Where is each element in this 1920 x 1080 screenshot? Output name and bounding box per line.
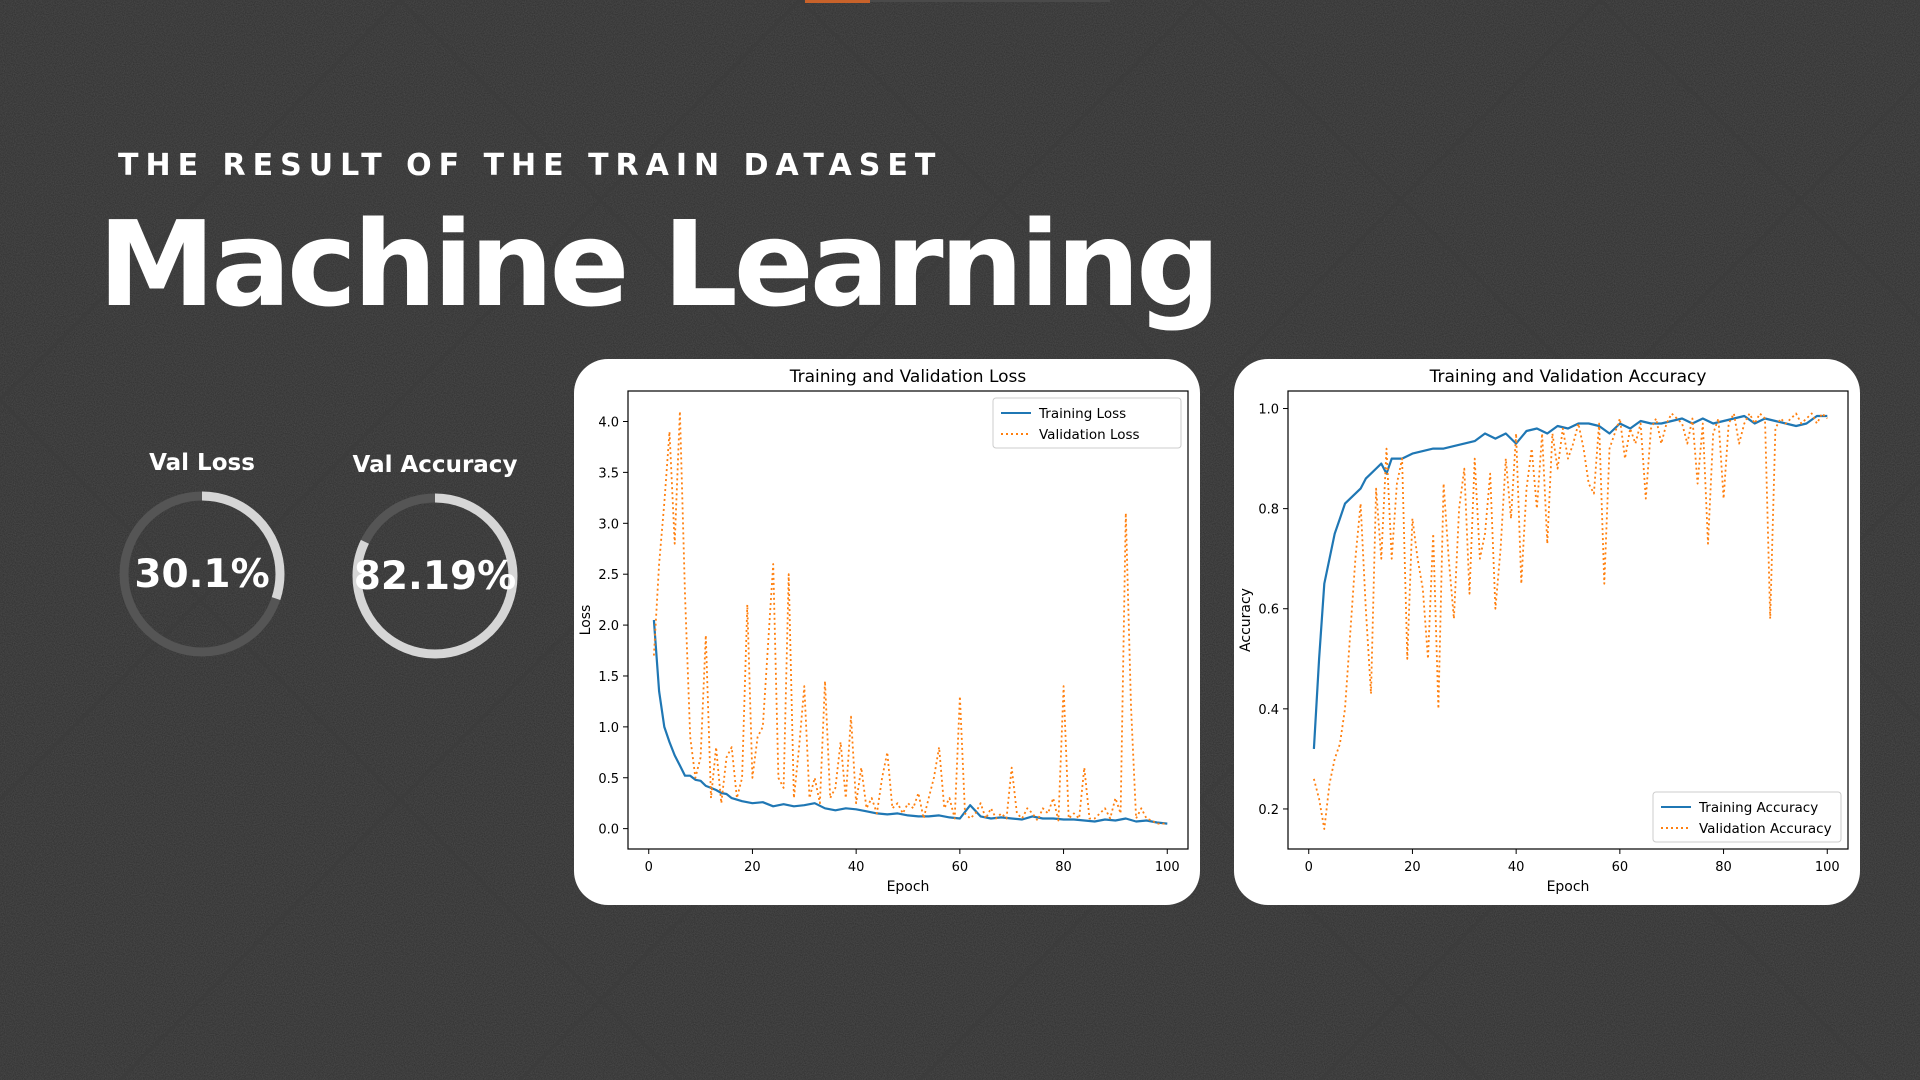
y-tick-label: 0.2	[1258, 803, 1279, 818]
y-tick-label: 1.5	[598, 670, 619, 685]
x-axis-label: Epoch	[887, 879, 930, 895]
top-divider-bar	[870, 0, 1110, 2]
x-tick-label: 40	[1508, 860, 1525, 875]
x-tick-label: 80	[1055, 860, 1072, 875]
y-tick-label: 1.0	[1258, 403, 1279, 418]
chart-title: Training and Validation Accuracy	[1429, 367, 1707, 387]
kpi-label: Val Loss	[149, 450, 255, 476]
plot-frame	[627, 390, 1189, 850]
series-line-validation	[653, 410, 1168, 825]
accuracy-chart-card: Training and Validation Accuracy 0 20 40 60 8…	[1234, 359, 1860, 905]
legend-label: Training Accuracy	[1698, 800, 1818, 816]
kpi-label: Val Accuracy	[352, 452, 518, 478]
x-tick-label: 20	[1404, 860, 1421, 875]
loss-chart-card: Training and Validation Loss 0 20 40 60 80 100…	[574, 359, 1200, 905]
kpi-value: 30.1%	[134, 551, 270, 597]
plot-frame	[1287, 390, 1849, 850]
legend-label: Validation Loss	[1039, 427, 1140, 443]
y-tick-label: 1.0	[598, 721, 619, 736]
ring-fill	[352, 493, 518, 659]
legend-box	[992, 397, 1182, 449]
y-tick-label: 3.5	[598, 466, 619, 481]
legend-label: Validation Accuracy	[1699, 821, 1832, 837]
ring-graphic	[119, 491, 285, 657]
x-tick-label: 100	[1155, 860, 1180, 875]
chart-title: Training and Validation Loss	[789, 367, 1027, 387]
ring-fill	[119, 491, 285, 657]
y-axis-label: Loss	[578, 605, 594, 636]
x-axis-label: Epoch	[1547, 879, 1590, 895]
y-tick-label: 2.0	[598, 619, 619, 634]
accuracy-chart: Training and Validation Accuracy 0 20 40 60 8…	[1238, 367, 1849, 895]
y-tick-label: 0.8	[1258, 503, 1279, 518]
kpi-val-accuracy: Val Accuracy 82.19%	[335, 452, 535, 662]
x-tick-label: 60	[952, 860, 969, 875]
y-tick-label: 4.0	[598, 416, 619, 431]
progress-ring: 30.1%	[116, 488, 288, 660]
kpi-value: 82.19%	[353, 553, 517, 599]
ring-graphic	[352, 493, 518, 659]
legend-box	[1652, 791, 1842, 843]
x-tick-label: 60	[1612, 860, 1629, 875]
x-tick-label: 100	[1815, 860, 1840, 875]
series-line-validation	[1313, 412, 1828, 830]
x-tick-label: 40	[848, 860, 865, 875]
y-axis-label: Accuracy	[1238, 588, 1254, 652]
page-subtitle: THE RESULT OF THE TRAIN DATASET	[118, 148, 943, 183]
progress-ring: 82.19%	[349, 490, 521, 662]
y-tick-label: 0.4	[1258, 703, 1279, 718]
top-accent-bar	[805, 0, 870, 3]
x-tick-label: 80	[1715, 860, 1732, 875]
x-tick-label: 0	[1305, 860, 1313, 875]
y-tick-label: 0.5	[598, 772, 619, 787]
loss-chart: Training and Validation Loss 0 20 40 60 80 100…	[578, 367, 1189, 895]
x-tick-label: 0	[645, 860, 653, 875]
y-tick-label: 0.6	[1258, 603, 1279, 618]
y-tick-label: 3.0	[598, 517, 619, 532]
y-tick-label: 0.0	[598, 823, 619, 838]
series-line-training	[652, 619, 1168, 825]
series-line-training	[1312, 414, 1828, 749]
page-title: Machine Learning	[98, 195, 1221, 333]
kpi-val-loss: Val Loss 30.1%	[102, 450, 302, 660]
y-tick-label: 2.5	[598, 568, 619, 583]
x-tick-label: 20	[744, 860, 761, 875]
legend-label: Training Loss	[1038, 406, 1126, 422]
